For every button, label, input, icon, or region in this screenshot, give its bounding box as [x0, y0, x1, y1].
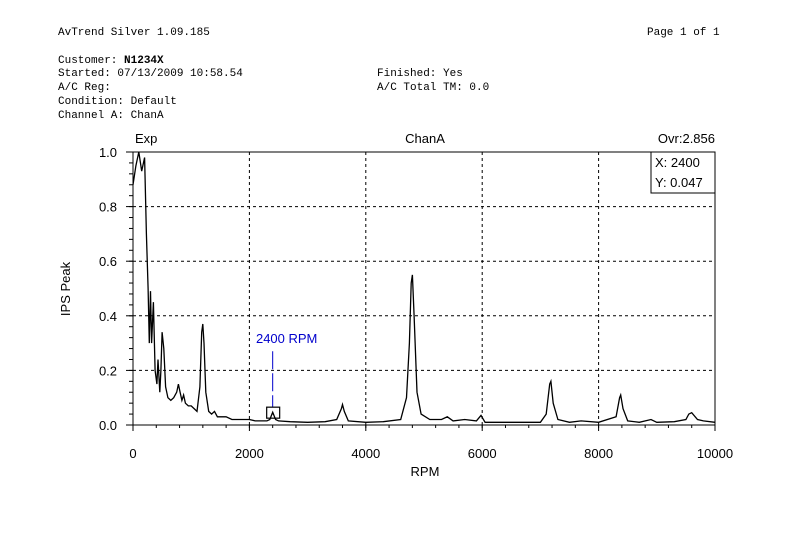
axis-ticks: [126, 151, 716, 431]
channel-line: Channel A: ChanA: [58, 110, 164, 122]
annotation-marker-box: [266, 406, 281, 419]
plot-frame: [132, 151, 716, 426]
cursor-y-readout: Y: 0.047: [655, 175, 703, 190]
finished-line: Finished: Yes: [377, 68, 463, 80]
x-axis-label: RPM: [411, 464, 440, 479]
customer-line: Customer: N1234X: [58, 55, 164, 67]
app-title: AvTrend Silver 1.09.185: [58, 27, 210, 39]
ac-reg-line: A/C Reg:: [58, 82, 111, 94]
annotation-label: 2400 RPM: [256, 331, 317, 346]
y-axis-label: IPS Peak: [58, 261, 73, 316]
tick-labels: 0 2000 4000 6000 8000 10000 0.0 0.2 0.4 0.6 0.8 1.0: [99, 145, 733, 461]
started-line: Started: 07/13/2009 10:58.54: [58, 68, 243, 80]
x-tick-label: 10000: [697, 446, 733, 461]
exp-label: Exp: [135, 131, 157, 146]
x-tick-label: 6000: [468, 446, 497, 461]
y-tick-label: 0.2: [99, 363, 117, 378]
x-tick-label: 2000: [235, 446, 264, 461]
y-tick-label: 0.4: [99, 309, 117, 324]
overall-label: Ovr:2.856: [658, 131, 715, 146]
condition-line: Condition: Default: [58, 96, 177, 108]
ac-total-tm-line: A/C Total TM: 0.0: [377, 82, 490, 94]
customer-value: N1234X: [124, 55, 164, 67]
page-label: Page 1 of 1: [647, 27, 720, 39]
cursor-readout-frame: [650, 151, 716, 194]
cursor-readout-box: X: 2400 Y: 0.047: [650, 151, 716, 194]
cursor-x-readout: X: 2400: [655, 155, 700, 170]
chart-title: ChanA: [405, 131, 445, 146]
x-tick-label: 4000: [351, 446, 380, 461]
customer-label: Customer:: [58, 55, 125, 67]
y-tick-label: 0.0: [99, 418, 117, 433]
grid-lines: [133, 152, 715, 425]
y-tick-label: 0.8: [99, 200, 117, 215]
peak-annotation: 2400 RPM: [256, 331, 317, 419]
series-line: [132, 151, 716, 423]
x-tick-label: 0: [129, 446, 136, 461]
x-tick-label: 8000: [584, 446, 613, 461]
y-tick-label: 1.0: [99, 145, 117, 160]
y-tick-label: 0.6: [99, 254, 117, 269]
